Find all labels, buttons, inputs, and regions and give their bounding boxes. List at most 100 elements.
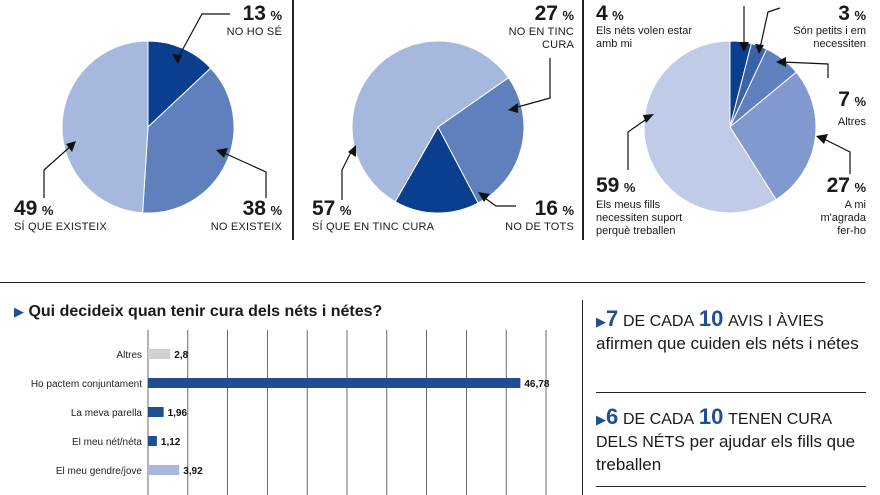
fact2-number2: 10 (698, 404, 724, 429)
pie3-label-4: 4 % (596, 2, 624, 26)
bar (148, 465, 180, 475)
pie1-value-no-existeix: 38 (242, 197, 266, 220)
divider-horizontal (0, 282, 865, 283)
bar-category-label: Altres (116, 350, 142, 361)
pie3-arrow-1 (739, 42, 749, 52)
pie3-arrow-3 (776, 57, 786, 67)
divider-1 (292, 0, 294, 240)
pie2-arrow-2 (478, 192, 490, 202)
pie1-caption-no-ho-se: NO HO SÉ (226, 26, 282, 38)
pie3-value-7: 7 (838, 88, 850, 111)
percent-sign: % (562, 8, 574, 23)
percent-sign: % (270, 203, 282, 218)
pie2-arrow-1 (508, 103, 518, 113)
pie1-arrow-3 (66, 141, 76, 152)
pie1-leader-no-existeix (221, 151, 267, 198)
bar-chart-heading: ▶ Qui decideix quan tenir cura dels néts… (14, 303, 382, 321)
pie2-leader-no-en-tinc (513, 58, 551, 109)
pie2-label-no-de-tots: 16 % (516, 197, 574, 221)
pie2-slice-1 (394, 125, 479, 214)
fact2-rest: per ajudar els fills que treballen (596, 432, 856, 474)
fact-2: ▶6 DE CADA 10 TENEN CURA DELS NÉTS per a… (596, 406, 866, 476)
pie3-caption-4: Els néts volen estar amb mi (596, 25, 692, 50)
bar-chart: Altres 2,8 Ho pactem conjuntament 46,78 La m… (31, 330, 550, 495)
bar (148, 436, 157, 446)
pie2-slice-2 (351, 40, 510, 203)
pie2-value-no-en-tinc: 27 (534, 2, 558, 25)
percent-sign: % (623, 180, 636, 195)
pie-chart-1 (43, 13, 267, 214)
fact1-number: 7 (606, 306, 619, 331)
pie3-label-7: 7 % (810, 88, 866, 112)
bar (148, 349, 171, 359)
triangle-bullet-icon: ▶ (596, 314, 606, 329)
percent-sign: % (41, 203, 54, 218)
pie1-leader-no-ho-se (177, 13, 230, 59)
bar-chart-title: Qui decideix quan tenir cura dels néts i… (28, 303, 383, 320)
percent-sign: % (854, 8, 866, 23)
divider-2 (582, 0, 584, 240)
bar-value-label: 2,8 (174, 350, 188, 361)
pie3-slice-3 (729, 71, 817, 201)
pie3-leader-7 (781, 61, 829, 78)
percent-sign: % (562, 203, 574, 218)
pie3-caption-59: Els meus fills necessiten suport perquè … (596, 199, 683, 237)
pie1-slice-2 (61, 40, 149, 214)
pie2-label-no-en-tinc: 27 % (500, 2, 574, 26)
pie3-leader-3 (759, 7, 781, 49)
pie1-caption-no-existeix: NO EXISTEIX (210, 221, 282, 233)
bar (148, 407, 164, 417)
pie1-caption-si: SÍ QUE EXISTEIX (14, 221, 107, 233)
percent-sign: % (270, 8, 282, 23)
pie2-caption-no-de-tots: NO DE TOTS (505, 221, 574, 233)
triangle-bullet-icon: ▶ (596, 412, 606, 427)
pie2-value-no-de-tots: 16 (534, 197, 558, 220)
pie1-label-no-ho-se: 13 % (226, 2, 282, 26)
percent-sign: % (612, 8, 624, 23)
pie3-slice-4 (643, 40, 777, 214)
pie1-label-si: 49 % (14, 197, 53, 221)
pie2-arrow-3 (348, 145, 356, 157)
percent-sign: % (854, 94, 866, 109)
pie2-value-si: 57 (312, 197, 336, 220)
divider-facts (596, 392, 866, 393)
pie3-leader-59 (627, 117, 649, 170)
percent-sign: % (339, 203, 352, 218)
pie3-value-4: 4 (596, 2, 608, 25)
pie3-value-27: 27 (826, 174, 850, 197)
fact1-mid: DE CADA (622, 313, 695, 330)
bar-category-label: Ho pactem conjuntament (31, 379, 142, 390)
pie3-arrow-5 (643, 114, 654, 123)
bar-value-label: 3,92 (183, 466, 203, 477)
pie-chart-3 (627, 6, 851, 214)
pie2-caption-no-en-tinc: NO EN TINC CURA (508, 26, 574, 51)
fact1-number2: 10 (698, 306, 724, 331)
pie3-label-3: 3 % (810, 2, 866, 26)
fact-1: ▶7 DE CADA 10 AVIS I ÀVIES afirmen que c… (596, 308, 866, 355)
pie1-slice-1 (142, 67, 235, 214)
pie1-value-no-ho-se: 13 (242, 2, 266, 25)
pie1-value-si: 49 (14, 197, 38, 220)
bar (148, 378, 521, 388)
bar-value-label: 1,12 (161, 437, 181, 448)
pie3-arrow-2 (755, 44, 764, 54)
pie1-slice-0 (147, 40, 212, 129)
divider-facts-bottom (596, 486, 866, 487)
fact2-mid: DE CADA (622, 411, 695, 428)
pie1-arrow-1 (172, 54, 182, 64)
pie3-label-27: 27 % (800, 174, 866, 198)
pie1-leader-si (43, 144, 73, 198)
fact1-rest: afirmen que cuiden els néts i nétes (596, 334, 859, 353)
pie2-leader-no-de-tots (481, 195, 516, 207)
pie1-arrow-2 (216, 148, 228, 158)
bar-category-label: El meu nét/néta (72, 437, 142, 448)
pie3-value-3: 3 (838, 2, 850, 25)
pie3-label-59: 59 % (596, 174, 635, 198)
pie3-leader-27 (821, 137, 851, 174)
pie3-arrow-4 (816, 134, 828, 144)
pie3-caption-7: Altres (837, 116, 866, 128)
triangle-bullet-icon: ▶ (14, 304, 24, 319)
fact2-number: 6 (606, 404, 619, 429)
pie3-caption-27: A mi m'agrada fer-ho (820, 199, 866, 237)
pie1-label-no-existeix: 38 % (222, 197, 282, 221)
